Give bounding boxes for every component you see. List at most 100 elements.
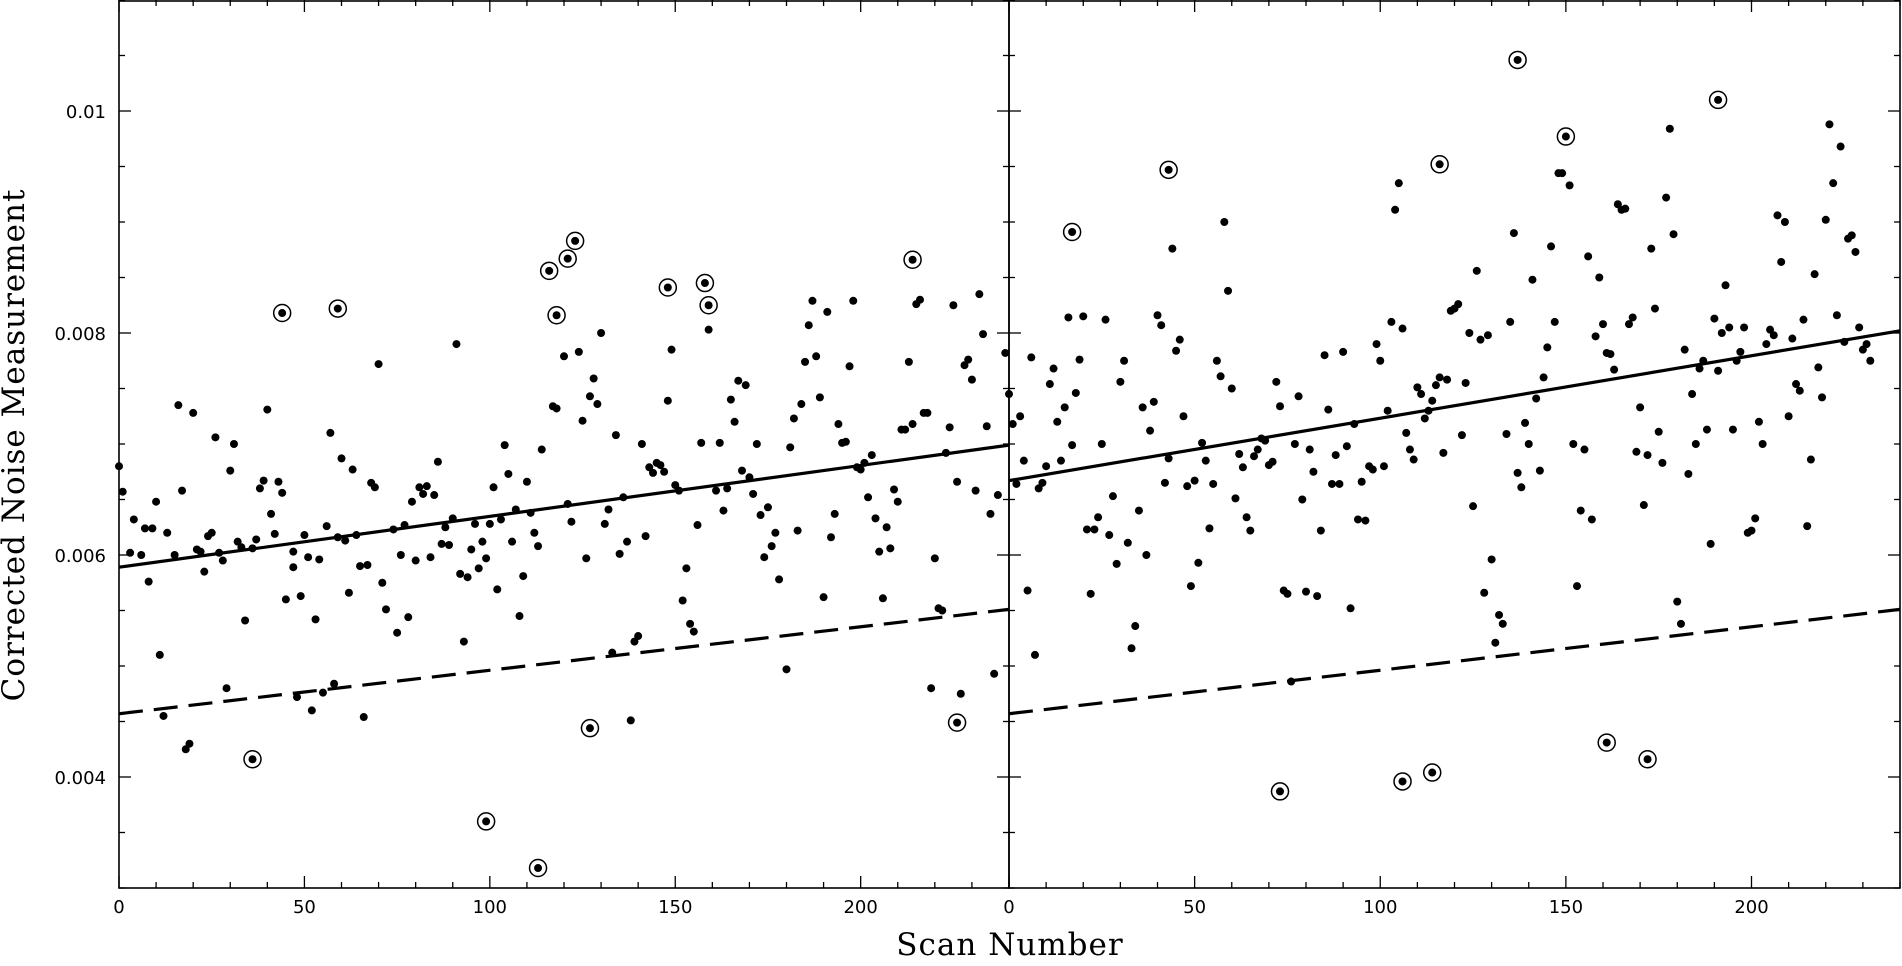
data-point — [582, 554, 591, 563]
data-point — [1691, 440, 1700, 448]
data-point — [1361, 516, 1370, 525]
data-point — [318, 688, 327, 697]
outlier-point — [278, 309, 287, 318]
x-axis-label: Scan Number — [896, 927, 1123, 963]
x-tick-label: 0 — [113, 897, 124, 918]
data-point — [356, 562, 365, 571]
data-point — [1606, 350, 1615, 359]
outlier-ring — [1708, 90, 1728, 110]
outlier-ring — [1508, 50, 1527, 70]
data-point — [1676, 619, 1685, 628]
data-point — [1721, 281, 1730, 290]
data-point — [1643, 451, 1652, 460]
data-point — [752, 440, 761, 448]
data-point — [1398, 324, 1407, 333]
data-point — [252, 535, 261, 544]
data-point — [1777, 257, 1786, 266]
data-point — [1647, 244, 1656, 253]
data-point — [801, 357, 810, 366]
data-point — [1250, 452, 1259, 461]
x-tick-label: 150 — [658, 897, 692, 918]
data-point — [448, 514, 457, 523]
data-point — [1290, 440, 1299, 448]
outlier-point — [1428, 768, 1437, 777]
data-point — [344, 588, 353, 597]
data-point — [1127, 644, 1136, 653]
data-point — [953, 477, 962, 486]
outlier-ring — [528, 858, 548, 878]
data-point — [574, 347, 583, 356]
data-point — [493, 585, 502, 594]
data-point — [563, 499, 572, 508]
data-point — [1283, 589, 1292, 598]
data-point — [1079, 312, 1088, 321]
data-point — [719, 506, 728, 515]
data-point — [834, 420, 843, 429]
data-point — [1851, 247, 1860, 256]
data-point — [463, 573, 472, 582]
data-point — [1595, 273, 1604, 282]
data-point — [611, 431, 620, 440]
data-point — [674, 486, 683, 495]
data-point — [682, 564, 691, 573]
data-point — [1513, 468, 1522, 477]
data-point — [118, 487, 127, 496]
outlier-ring — [476, 812, 496, 831]
data-point — [1780, 218, 1789, 226]
data-point — [407, 497, 416, 506]
y-tick-label: 0.01 — [66, 102, 106, 123]
data-point — [1305, 445, 1314, 454]
data-point — [1762, 340, 1771, 349]
data-point — [1357, 477, 1366, 486]
data-point — [908, 420, 917, 429]
outlier-point — [1164, 165, 1173, 174]
data-point — [552, 404, 561, 413]
data-point — [304, 553, 313, 562]
data-point — [1435, 373, 1444, 382]
data-point — [760, 553, 769, 562]
data-point — [793, 526, 802, 535]
data-point — [789, 414, 798, 423]
data-point — [993, 491, 1002, 500]
outlier-point — [571, 236, 580, 245]
data-point — [1487, 555, 1496, 564]
data-point — [1728, 425, 1737, 434]
data-point — [1717, 329, 1726, 337]
data-point — [115, 462, 123, 471]
outlier-ring — [903, 250, 922, 269]
data-point — [1725, 323, 1734, 332]
data-point — [1276, 402, 1285, 411]
data-point — [1320, 351, 1329, 360]
data-point — [1372, 340, 1381, 349]
data-point — [1483, 331, 1492, 340]
outlier-ring — [272, 303, 292, 323]
data-point — [404, 613, 413, 622]
data-point — [378, 578, 387, 587]
outlier-ring — [1556, 127, 1576, 146]
data-point — [1324, 405, 1333, 414]
data-point — [923, 408, 932, 417]
data-point — [589, 374, 598, 383]
data-point — [1045, 380, 1054, 389]
data-point — [990, 669, 999, 678]
data-point — [1439, 448, 1448, 457]
data-point — [941, 448, 950, 457]
data-point — [775, 575, 784, 584]
data-point — [352, 531, 361, 540]
x-tick-label: 150 — [1549, 897, 1583, 918]
data-point — [1472, 266, 1481, 275]
data-point — [1680, 345, 1689, 354]
data-point — [600, 519, 609, 528]
data-point — [1736, 347, 1745, 356]
outlier-ring — [558, 249, 577, 268]
outlier-ring — [328, 299, 348, 318]
outlier-point — [1435, 160, 1444, 169]
data-point — [1376, 356, 1385, 365]
outlier-point — [563, 254, 572, 263]
data-point — [1673, 597, 1682, 606]
data-point — [185, 739, 194, 748]
data-point — [767, 542, 776, 551]
data-point — [697, 438, 706, 447]
data-point — [1224, 286, 1233, 295]
